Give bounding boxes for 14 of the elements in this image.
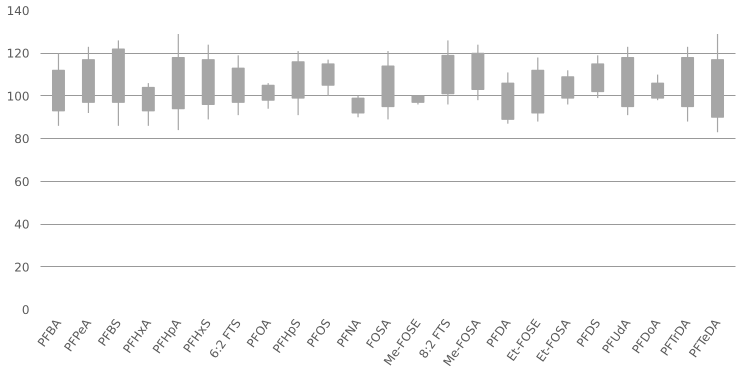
y-tick-label: 140 [6, 4, 30, 18]
y-tick-label: 60 [14, 174, 30, 189]
candlestick [651, 74, 664, 101]
candlestick [142, 82, 155, 126]
y-tick-label: 0 [22, 303, 30, 317]
candlestick [262, 82, 275, 110]
y-tick-label: 100 [6, 89, 30, 104]
y-tick-label: 40 [14, 218, 30, 232]
y-tick-label: 20 [14, 260, 30, 274]
y-tick-label: 120 [6, 46, 30, 61]
y-tick-label: 80 [14, 132, 30, 146]
candlestick [561, 70, 574, 106]
candlestick [352, 95, 365, 118]
candlestick [322, 59, 335, 97]
